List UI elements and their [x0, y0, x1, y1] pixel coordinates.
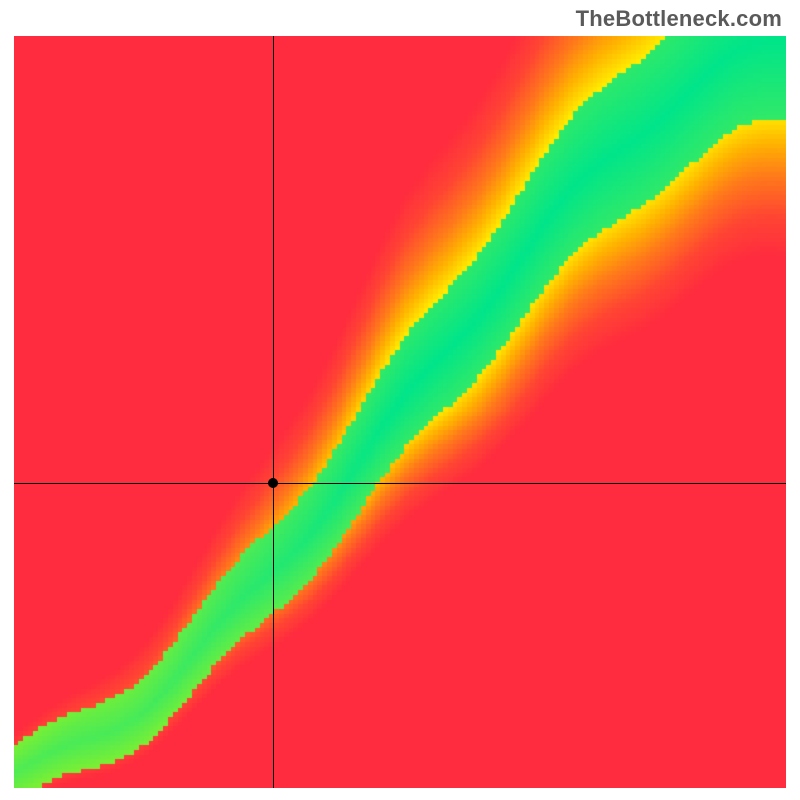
- bottleneck-heatmap-plot: [14, 36, 786, 788]
- crosshair-horizontal: [14, 483, 786, 484]
- heatmap-canvas: [14, 36, 786, 788]
- watermark-text: TheBottleneck.com: [576, 6, 782, 32]
- selection-marker: [268, 478, 278, 488]
- crosshair-vertical: [273, 36, 274, 788]
